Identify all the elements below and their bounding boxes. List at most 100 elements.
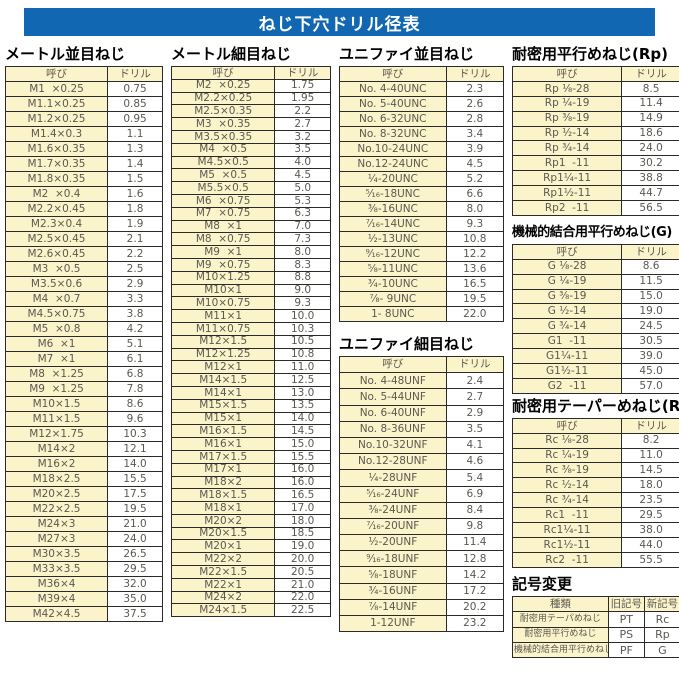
thread-name-cell: M4 ×0.5	[172, 143, 275, 156]
thread-name-cell: ³⁄₄-16UNF	[340, 583, 447, 599]
thread-name-cell: M15×1	[172, 412, 275, 425]
drill-size-cell: 3.2	[275, 130, 331, 143]
thread-name-cell: Rc ¹⁄₈-28	[513, 433, 622, 448]
thread-name-cell: Rc1 -11	[513, 508, 622, 523]
drill-size-cell: 11.5	[622, 274, 679, 289]
column-header: 呼び	[513, 67, 622, 82]
drill-size-cell: 6.9	[446, 486, 503, 502]
thread-name-cell: M2.2×0.25	[172, 92, 275, 105]
thread-name-cell: M16×1.5	[172, 425, 275, 438]
drill-size-cell: 2.2	[108, 247, 163, 262]
thread-name-cell: M10×0.75	[172, 297, 275, 310]
column-header: ドリル	[622, 418, 679, 433]
drill-size-cell: 2.1	[108, 232, 163, 247]
column-header: 呼び	[513, 418, 622, 433]
drill-size-cell: 19.0	[275, 540, 331, 553]
thread-name-cell: No.12-24UNC	[340, 157, 447, 172]
column-header: ドリル	[622, 244, 679, 259]
thread-name-cell: M4.5×0.75	[6, 307, 108, 322]
thread-name-cell: No. 4-40UNC	[340, 82, 447, 97]
drill-size-cell: 15.0	[275, 438, 331, 451]
thread-name-cell: M3.5×0.35	[172, 130, 275, 143]
drill-size-cell: 18.5	[275, 527, 331, 540]
drill-size-cell: 14.2	[446, 567, 503, 583]
drill-size-cell: 37.5	[108, 607, 163, 622]
thread-name-cell: M12×1.25	[172, 348, 275, 361]
new-symbol-cell: G	[644, 642, 679, 657]
thread-name-cell: Rp1 -11	[513, 156, 622, 171]
column-header: ドリル	[446, 67, 503, 82]
thread-name-cell: M24×2	[172, 591, 275, 604]
drill-size-cell: 10.8	[446, 232, 503, 247]
thread-name-cell: M42×4.5	[6, 607, 108, 622]
drill-size-cell: 24.0	[622, 141, 679, 156]
thread-name-cell: M24×3	[6, 517, 108, 532]
drill-size-cell: 7.8	[108, 382, 163, 397]
drill-size-cell: 20.2	[446, 599, 503, 615]
thread-name-cell: M8 ×1	[172, 220, 275, 233]
thread-name-cell: No. 6-32UNC	[340, 112, 447, 127]
thread-name-cell: M12×1	[172, 361, 275, 374]
drill-size-cell: 3.5	[446, 421, 503, 437]
column-header: ドリル	[622, 67, 679, 82]
column-header: ドリル	[275, 67, 331, 80]
thread-name-cell: M1.2×0.25	[6, 112, 108, 127]
thread-name-cell: M17×1	[172, 463, 275, 476]
thread-name-cell: No. 5-44UNF	[340, 389, 447, 405]
header-row: 呼びドリル	[513, 244, 679, 259]
drill-size-cell: 1.8	[108, 202, 163, 217]
thread-name-cell: Rc1¹⁄₄-11	[513, 523, 622, 538]
thread-name-cell: M1.6×0.35	[6, 142, 108, 157]
drill-size-cell: 3.8	[108, 307, 163, 322]
column-header: ドリル	[108, 67, 163, 82]
drill-size-cell: 6.3	[275, 207, 331, 220]
drill-size-cell: 17.2	[446, 583, 503, 599]
thread-name-cell: M9 ×1.25	[6, 382, 108, 397]
drill-size-cell: 1.9	[108, 217, 163, 232]
thread-name-cell: M10×1	[172, 284, 275, 297]
thread-name-cell: Rp ¹⁄₄-19	[513, 96, 622, 111]
thread-name-cell: M3 ×0.5	[6, 262, 108, 277]
thread-name-cell: No. 8-32UNC	[340, 127, 447, 142]
drill-size-cell: 23.5	[622, 493, 679, 508]
drill-size-cell: 4.1	[446, 437, 503, 453]
thread-name-cell: M39×4	[6, 592, 108, 607]
drill-size-cell: 57.0	[622, 378, 679, 393]
drill-size-cell: 32.0	[108, 577, 163, 592]
drill-size-cell: 5.4	[446, 470, 503, 486]
thread-name-cell: M12×1.5	[172, 335, 275, 348]
drill-size-cell: 2.6	[446, 97, 503, 112]
drill-size-cell: 11.4	[622, 96, 679, 111]
thread-name-cell: M15×1.5	[172, 399, 275, 412]
column-header: 旧記号	[608, 596, 644, 611]
